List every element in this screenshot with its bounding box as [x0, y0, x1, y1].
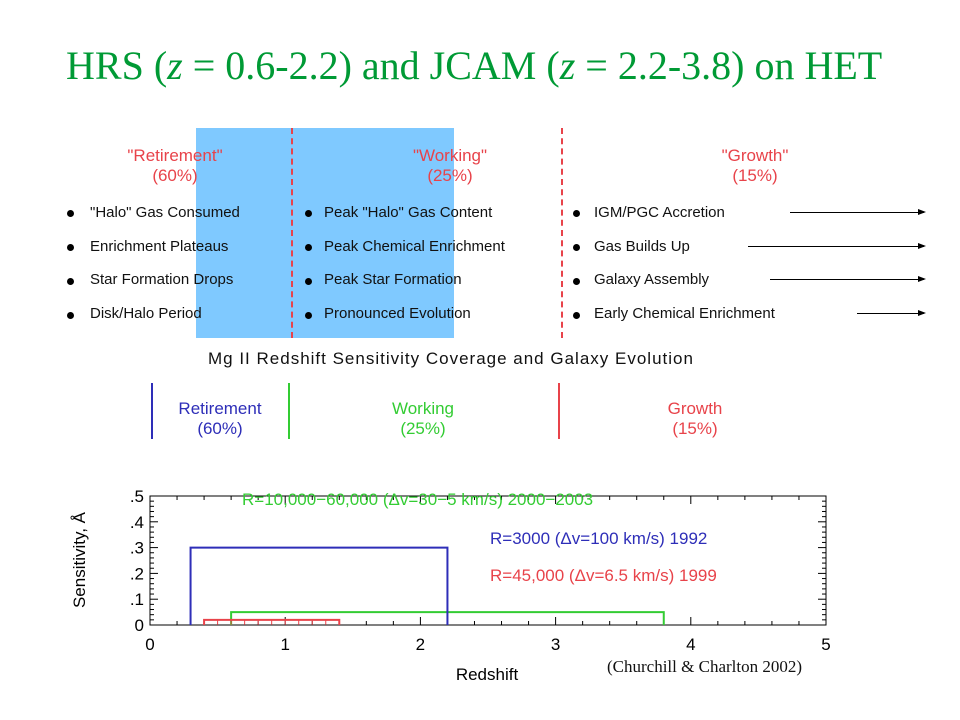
working-divider: [288, 383, 290, 439]
y-tick-labels: 0 .1 .2 .3 .4 .5: [130, 487, 144, 635]
x-tick-label: 3: [551, 635, 560, 654]
working-heading-percent: (25%): [427, 166, 473, 185]
x-axis-label: Redshift: [456, 665, 519, 684]
x-tick-label: 2: [416, 635, 425, 654]
arrow-right-icon: [857, 310, 926, 316]
bullet-icon: [573, 244, 580, 251]
growth-item: IGM/PGC Accretion: [594, 204, 725, 221]
band-growth: Growth (15%): [630, 399, 760, 439]
page-title: HRS (z = 0.6-2.2) and JCAM (z = 2.2-3.8)…: [66, 42, 882, 89]
bullet-icon: [305, 210, 312, 217]
evolution-panel: "Retirement" (60%) "Working" (25%) "Grow…: [65, 128, 930, 338]
title-z2: z: [559, 43, 576, 88]
retirement-divider: [151, 383, 153, 439]
growth-divider: [558, 383, 560, 439]
bullet-icon: [67, 278, 74, 285]
growth-item: Galaxy Assembly: [594, 271, 710, 288]
working-item: Peak "Halo" Gas Content: [324, 204, 493, 221]
legend-green: R=10,000−60,000 (Δv=30−5 km/s) 2000−2003: [242, 490, 593, 509]
credit-text: (Churchill & Charlton 2002): [607, 657, 803, 676]
bullet-icon: [573, 278, 580, 285]
series-2-coverage: [203, 618, 341, 625]
growth-heading-percent: (15%): [732, 166, 778, 185]
title-part3: = 2.2-3.8) on HET: [575, 43, 883, 88]
retirement-item: Enrichment Plateaus: [90, 238, 229, 255]
retirement-heading: "Retirement" (60%): [95, 146, 255, 186]
legend-blue: R=3000 (Δv=100 km/s) 1992: [490, 529, 707, 548]
bullet-icon: [573, 210, 580, 217]
x-tick-label: 5: [821, 635, 830, 654]
bullet-icon: [67, 210, 74, 217]
band-working-label: Working: [391, 399, 455, 418]
chart-subtitle: Mg II Redshift Sensitivity Coverage and …: [208, 349, 694, 368]
x-tick-label: 0: [145, 635, 154, 654]
band-working: Working (25%): [358, 399, 488, 439]
band-retirement: Retirement (60%): [155, 399, 285, 439]
bullet-icon: [305, 278, 312, 285]
working-item: Pronounced Evolution: [324, 305, 471, 322]
working-heading: "Working" (25%): [370, 146, 530, 186]
bullet-icon: [305, 244, 312, 251]
arrow-right-icon: [770, 276, 926, 282]
working-shade: [196, 128, 454, 338]
retirement-item: Star Formation Drops: [90, 271, 234, 288]
working-item: Peak Star Formation: [324, 271, 462, 288]
band-growth-label: Growth: [667, 399, 723, 418]
divider-right: [561, 128, 563, 338]
y-tick-label: .3: [130, 539, 144, 558]
x-tick-labels: 0 1 2 3 4 5: [145, 635, 830, 654]
bullet-icon: [67, 244, 74, 251]
axis-ticks: [149, 495, 827, 626]
working-heading-label: "Working": [412, 146, 488, 165]
band-growth-percent: (15%): [672, 419, 718, 438]
y-axis-label: Sensitivity, Å: [70, 511, 89, 608]
retirement-item: "Halo" Gas Consumed: [90, 204, 240, 221]
growth-heading-label: "Growth": [721, 146, 789, 165]
retirement-heading-percent: (60%): [152, 166, 198, 185]
x-tick-label: 1: [280, 635, 289, 654]
retirement-heading-label: "Retirement": [127, 146, 223, 165]
y-tick-label: .4: [130, 513, 144, 532]
bullet-icon: [305, 312, 312, 319]
bullet-icon: [67, 312, 74, 319]
band-retirement-label: Retirement: [178, 399, 262, 418]
growth-item: Gas Builds Up: [594, 238, 690, 255]
title-z1: z: [167, 43, 183, 88]
working-item: Peak Chemical Enrichment: [324, 238, 505, 255]
band-retirement-percent: (60%): [197, 419, 243, 438]
title-part1: HRS (: [66, 43, 168, 88]
series-1-coverage: [189, 546, 449, 625]
retirement-item: Disk/Halo Period: [90, 305, 202, 322]
y-tick-label: 0: [135, 616, 144, 635]
y-tick-label: .5: [130, 487, 144, 506]
y-tick-label: .1: [130, 590, 144, 609]
title-part2: = 0.6-2.2) and JCAM (: [182, 43, 560, 88]
plot-frame: [149, 495, 827, 626]
series-group: [189, 546, 665, 625]
x-tick-label: 4: [686, 635, 695, 654]
growth-item: Early Chemical Enrichment: [594, 305, 775, 322]
divider-left: [291, 128, 293, 338]
series-0-coverage: [230, 611, 665, 625]
bullet-icon: [573, 312, 580, 319]
band-working-percent: (25%): [400, 419, 446, 438]
y-tick-label: .2: [130, 564, 144, 583]
legend-red: R=45,000 (Δv=6.5 km/s) 1999: [490, 566, 717, 585]
growth-heading: "Growth" (15%): [675, 146, 835, 186]
arrow-right-icon: [790, 209, 926, 215]
arrow-right-icon: [748, 243, 926, 249]
